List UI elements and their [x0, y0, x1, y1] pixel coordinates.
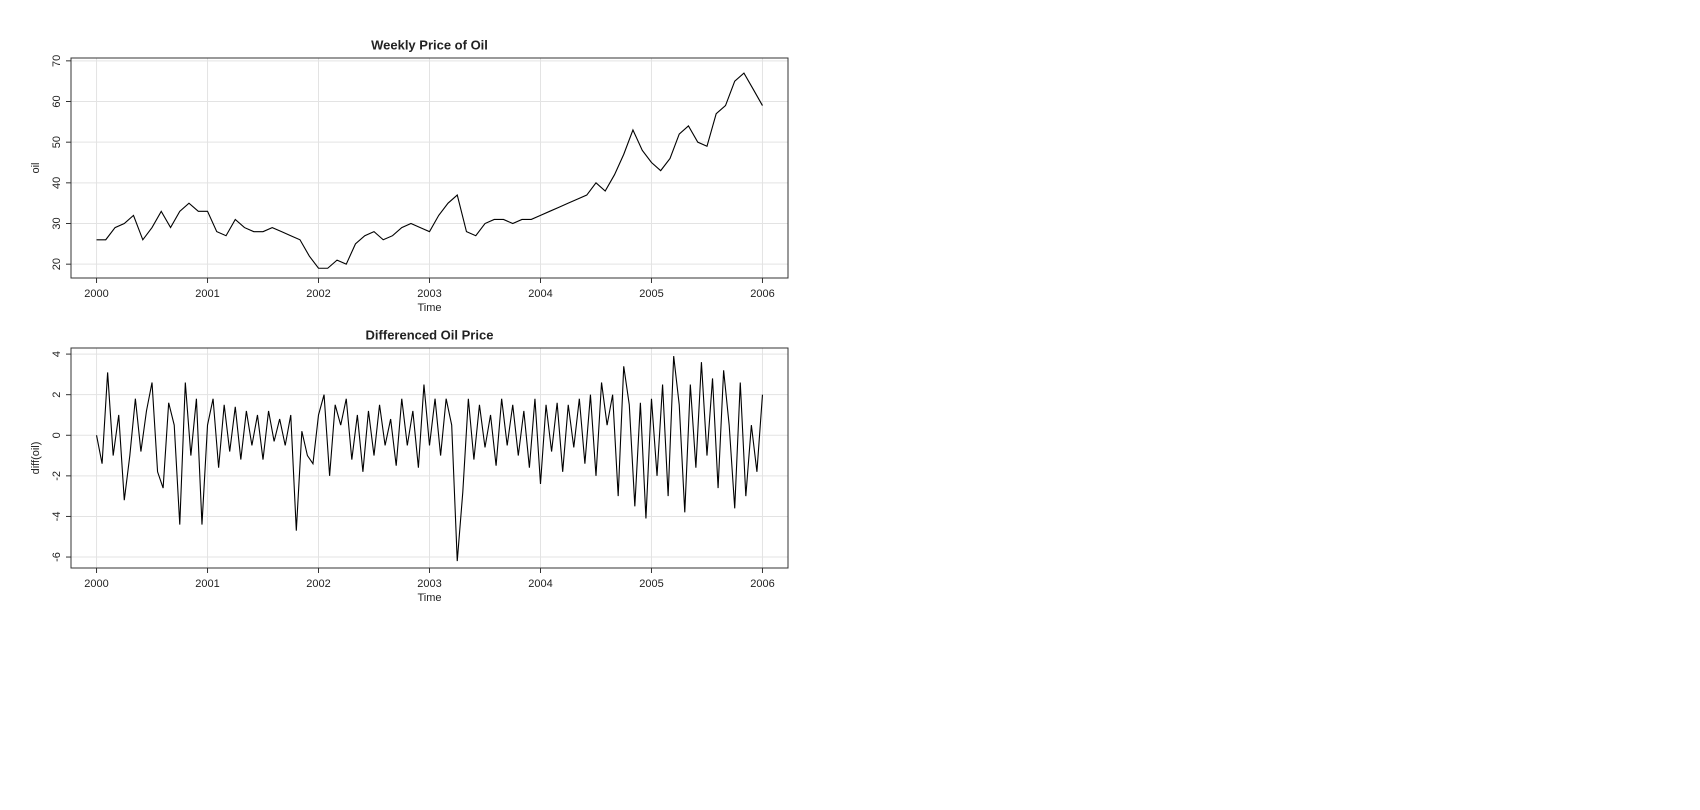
x-tick-label: 2001 [195, 578, 219, 590]
y-axis-label: diff(oil) [30, 442, 42, 475]
x-tick-label: 2006 [750, 578, 774, 590]
x-tick-label: 2005 [639, 578, 663, 590]
y-tick-label: 70 [51, 55, 63, 67]
y-tick-label: 2 [51, 392, 63, 398]
x-tick-label: 2003 [417, 578, 441, 590]
y-tick-label: -2 [51, 471, 63, 481]
y-tick-label: 40 [51, 177, 63, 189]
x-tick-label: 2000 [84, 578, 108, 590]
x-tick-label: 2002 [306, 578, 330, 590]
y-tick-label: -4 [51, 512, 63, 522]
x-tick-label: 2001 [195, 288, 219, 300]
y-tick-label: 50 [51, 136, 63, 148]
x-tick-label: 2005 [639, 288, 663, 300]
y-tick-label: 30 [51, 217, 63, 229]
data-line [95, 356, 764, 562]
plot-frame [70, 347, 789, 569]
x-axis-label: Time [417, 592, 441, 604]
y-tick-label: 20 [51, 258, 63, 270]
x-tick-label: 2000 [84, 288, 108, 300]
x-axis-label: Time [417, 302, 441, 314]
x-tick-label: 2004 [528, 288, 552, 300]
y-tick-label: 60 [51, 95, 63, 107]
chart-title: Weekly Price of Oil [371, 37, 488, 52]
chart-title: Differenced Oil Price [366, 327, 494, 342]
y-tick-label: -6 [51, 552, 63, 562]
plot-frame [70, 57, 789, 279]
y-tick-label: 0 [51, 432, 63, 438]
x-tick-label: 2004 [528, 578, 552, 590]
x-tick-label: 2003 [417, 288, 441, 300]
y-tick-label: 4 [51, 351, 63, 357]
x-tick-label: 2002 [306, 288, 330, 300]
data-line [96, 72, 763, 269]
x-tick-label: 2006 [750, 288, 774, 300]
y-axis-label: oil [30, 162, 42, 173]
